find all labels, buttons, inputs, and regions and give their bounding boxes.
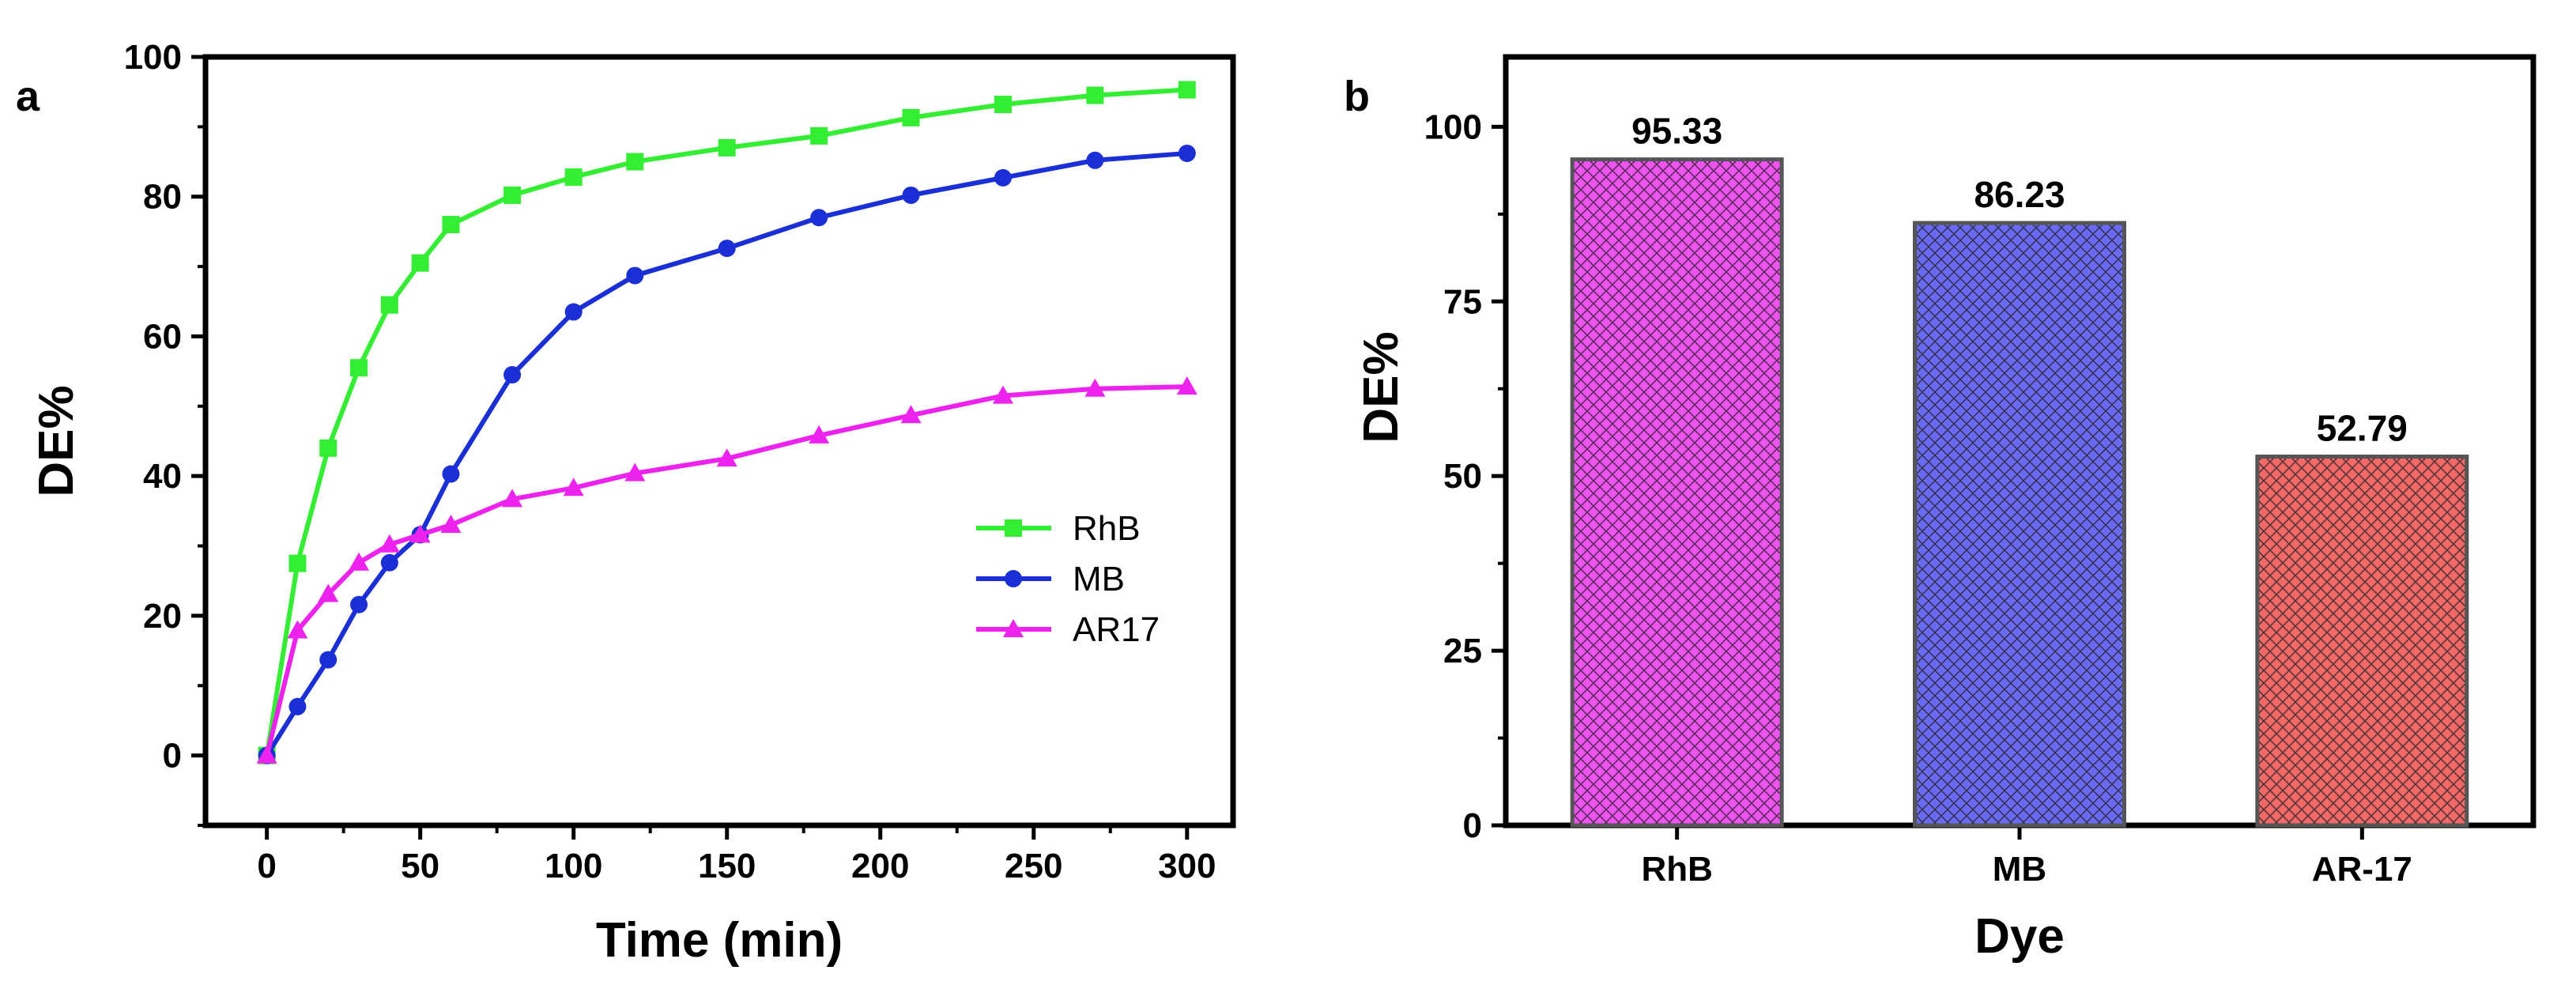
panel-b-x-axis-title: Dye xyxy=(1974,909,2065,964)
bar-value-label-mb: 86.23 xyxy=(1974,174,2065,215)
bar-value-label-rhb: 95.33 xyxy=(1631,111,1722,152)
panel-b-y-tick-label: 50 xyxy=(1443,457,1482,496)
data-point-rhb xyxy=(718,138,736,157)
data-point-ar17 xyxy=(1176,376,1197,395)
panel-a-x-axis-title: Time (min) xyxy=(596,913,843,968)
legend-label-mb: MB xyxy=(1073,560,1125,598)
panel-a-line-chart: a 0 50 100 150 200 250 300 0 20 40 60 80 100 Time (m… xyxy=(16,38,1236,968)
data-point-mb xyxy=(380,553,398,572)
series-line-ar17 xyxy=(264,384,1187,757)
legend-label-ar17: AR17 xyxy=(1073,610,1160,649)
data-point-rhb xyxy=(504,186,522,204)
data-point-mb xyxy=(504,366,522,384)
data-point-rhb xyxy=(380,296,398,314)
panel-a-letter: a xyxy=(16,73,40,120)
panel-a-x-tick-label: 100 xyxy=(545,847,602,885)
data-point-ar17 xyxy=(379,534,400,553)
data-point-ar17 xyxy=(563,478,584,496)
data-point-mb xyxy=(1178,144,1196,162)
panel-b-bar-chart: b 0 25 50 75 100 RhB MB AR-17 95.33 86.23 52.79 D… xyxy=(1344,54,2536,964)
series-line-mb xyxy=(265,150,1188,757)
panel-a-x-tick-label: 150 xyxy=(698,847,756,885)
bar-hatch-ar-17 xyxy=(2255,455,2469,828)
legend-marker-rhb xyxy=(1005,519,1022,537)
panel-b-y-tick-label: 25 xyxy=(1443,632,1482,670)
panel-a-x-tick-label: 0 xyxy=(257,847,276,885)
data-point-mb xyxy=(289,697,307,715)
data-point-mb xyxy=(718,240,736,258)
bar-hatch-rhb xyxy=(1570,157,1784,828)
panel-a-y-tick-label: 20 xyxy=(143,597,182,636)
panel-a-y-tick-label: 60 xyxy=(143,317,182,356)
panel-a-plot-frame xyxy=(202,54,1236,829)
panel-b-x-tick-label: RhB xyxy=(1641,850,1712,889)
data-point-mb xyxy=(994,168,1012,187)
data-point-mb xyxy=(902,186,920,204)
data-point-rhb xyxy=(564,168,583,186)
data-point-rhb xyxy=(810,126,828,145)
data-point-rhb xyxy=(350,359,368,377)
panel-b-y-tick-label: 100 xyxy=(1424,108,1482,146)
series-line-rhb xyxy=(264,87,1187,757)
data-point-ar17 xyxy=(716,448,737,467)
data-point-rhb xyxy=(289,554,307,572)
data-point-ar17 xyxy=(624,462,646,481)
legend-marker-ar17 xyxy=(1003,619,1024,637)
data-point-ar17 xyxy=(900,405,922,424)
data-point-ar17 xyxy=(349,552,370,571)
panel-b-letter: b xyxy=(1344,73,1370,120)
data-point-ar17 xyxy=(440,515,462,534)
data-point-ar17 xyxy=(992,385,1013,404)
panel-a-x-tick-label: 200 xyxy=(851,847,909,885)
panel-a-y-tick-label: 100 xyxy=(124,38,182,77)
data-point-ar17 xyxy=(318,583,339,602)
data-point-mb xyxy=(350,595,368,613)
panel-a-y-tick-label: 40 xyxy=(143,457,182,496)
panel-a-x-tick-label: 300 xyxy=(1158,847,1216,885)
data-point-rhb xyxy=(442,216,460,234)
data-point-mb xyxy=(810,209,828,227)
data-point-ar17 xyxy=(256,745,277,764)
data-point-mb xyxy=(1086,151,1104,169)
data-point-mb xyxy=(626,266,644,285)
data-point-ar17 xyxy=(809,425,830,444)
panel-a-y-axis-title: DE% xyxy=(29,385,84,496)
data-point-rhb xyxy=(1086,86,1104,104)
panel-b-y-tick-label: 0 xyxy=(1463,806,1482,845)
panel-b-x-tick-label: AR-17 xyxy=(2312,850,2412,889)
panel-a-legend: RhB MB AR17 xyxy=(976,509,1160,649)
data-point-rhb xyxy=(411,254,429,272)
data-point-mb xyxy=(442,465,460,483)
legend-label-rhb: RhB xyxy=(1073,509,1141,548)
data-point-mb xyxy=(319,651,338,669)
data-point-ar17 xyxy=(287,620,308,639)
data-point-rhb xyxy=(1178,81,1196,99)
data-point-ar17 xyxy=(409,524,431,543)
panel-b-y-axis-title: DE% xyxy=(1354,331,1409,443)
panel-a-y-tick-label: 0 xyxy=(163,737,182,776)
panel-a-x-tick-label: 250 xyxy=(1005,847,1062,885)
data-point-mb xyxy=(564,303,583,321)
legend-marker-mb xyxy=(1005,570,1022,587)
panel-b-x-tick-label: MB xyxy=(1993,850,2046,889)
panel-b-y-tick-label: 75 xyxy=(1443,282,1482,321)
data-point-rhb xyxy=(319,439,338,457)
data-point-ar17 xyxy=(1084,378,1106,397)
data-point-rhb xyxy=(902,108,920,126)
data-point-rhb xyxy=(994,96,1012,114)
data-point-rhb xyxy=(626,153,644,171)
data-point-ar17 xyxy=(502,489,523,508)
panel-a-x-tick-label: 50 xyxy=(401,847,439,885)
panel-a-y-tick-label: 80 xyxy=(143,178,182,217)
bar-value-label-ar-17: 52.79 xyxy=(2317,408,2408,449)
bar-hatch-mb xyxy=(1913,221,2126,828)
